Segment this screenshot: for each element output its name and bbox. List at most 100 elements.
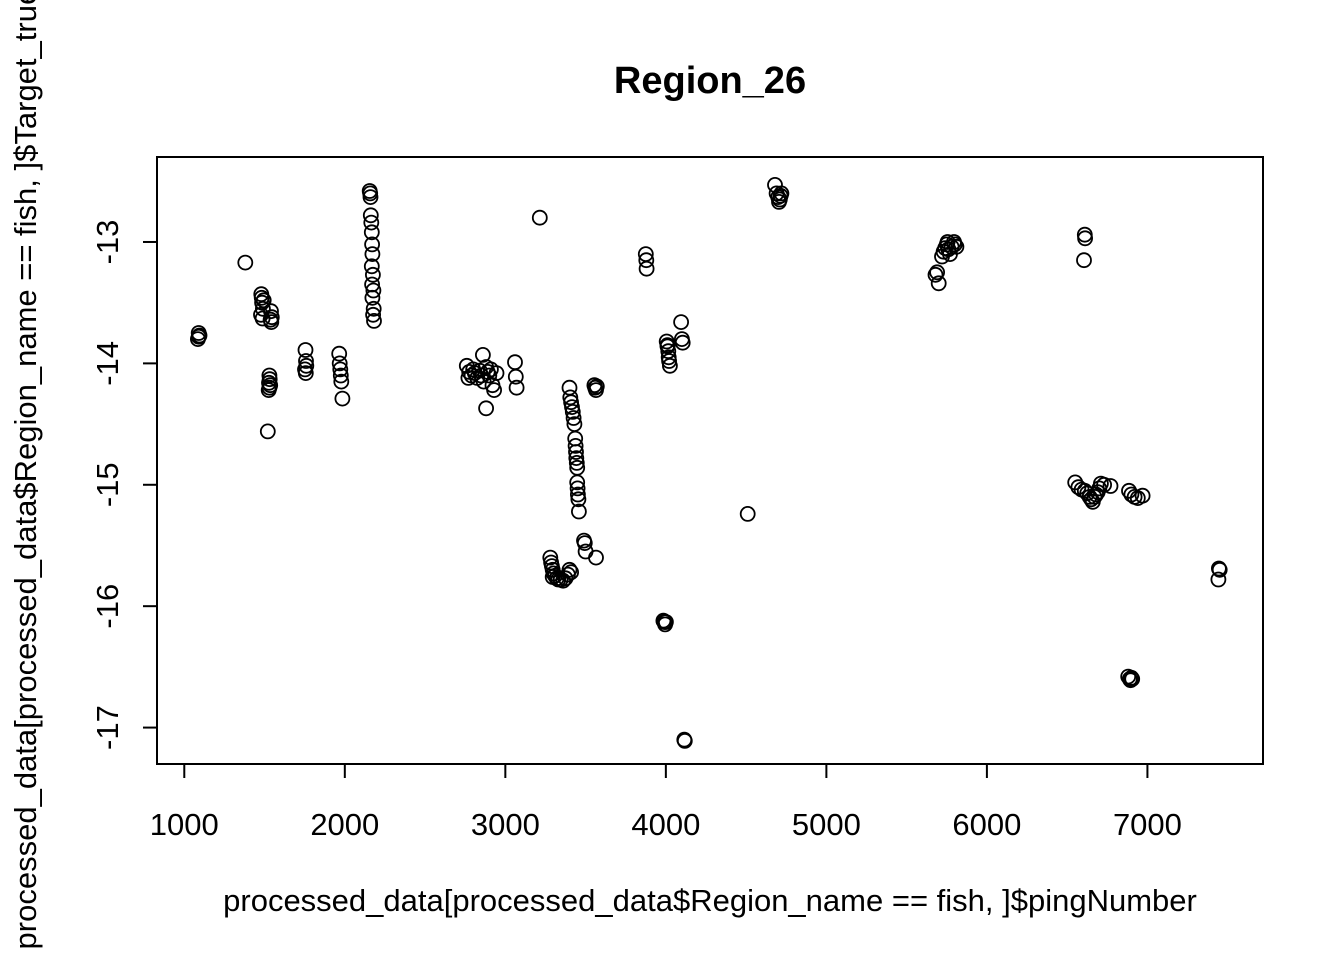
data-point (1210, 571, 1227, 588)
data-point (363, 214, 380, 231)
data-point (460, 369, 477, 386)
y-tick-label: -17 (90, 705, 125, 750)
x-tick-label: 5000 (792, 807, 861, 842)
data-point (567, 437, 584, 454)
data-point (364, 289, 381, 306)
data-point (588, 378, 605, 395)
data-point (1102, 478, 1119, 494)
data-point (332, 367, 349, 384)
data-point (1124, 671, 1141, 687)
data-point (363, 258, 380, 275)
data-point (1211, 561, 1228, 578)
data-point (930, 275, 947, 292)
data-point (488, 365, 505, 382)
data-point (568, 450, 585, 467)
data-point (362, 189, 379, 206)
data-point (255, 292, 272, 309)
data-point (588, 549, 604, 566)
data-point (638, 260, 655, 277)
data-point (507, 368, 524, 385)
y-tick-label: -15 (90, 462, 125, 507)
data-point (508, 379, 525, 396)
data-point (676, 733, 693, 749)
data-point (191, 327, 208, 344)
x-tick-label: 1000 (150, 807, 219, 842)
data-point (569, 459, 586, 476)
data-point (259, 423, 276, 440)
data-point (333, 373, 350, 390)
data-point (364, 246, 381, 263)
data-point (564, 403, 581, 420)
data-point (363, 224, 380, 241)
data-point (531, 209, 548, 226)
data-point (544, 569, 561, 585)
data-point (565, 410, 582, 426)
data-point (569, 480, 586, 497)
data-point (939, 234, 956, 250)
data-point (474, 346, 491, 363)
data-point (364, 236, 381, 253)
data-points (189, 176, 1228, 749)
data-point (332, 361, 349, 378)
x-axis-label: processed_data[processed_data$Region_nam… (223, 883, 1197, 918)
data-point (298, 353, 314, 369)
data-point (673, 314, 689, 331)
data-point (570, 486, 586, 503)
data-point (568, 454, 585, 471)
data-point (297, 342, 314, 358)
data-point (1076, 252, 1092, 269)
data-point (365, 306, 382, 323)
data-point (568, 444, 584, 460)
data-point (576, 535, 593, 551)
data-point (638, 252, 655, 269)
data-point (364, 266, 381, 283)
data-point (254, 294, 271, 311)
data-point (662, 357, 678, 374)
data-point (262, 311, 279, 328)
data-point (478, 400, 495, 417)
x-tick-label: 2000 (310, 807, 379, 842)
data-point (297, 365, 314, 382)
data-point (927, 266, 944, 283)
data-point (362, 207, 379, 224)
data-point (658, 614, 674, 630)
data-point (365, 300, 382, 317)
data-point (365, 282, 382, 299)
x-tick-label: 6000 (952, 807, 1021, 842)
y-tick-label: -14 (90, 341, 125, 386)
x-tick-label: 3000 (471, 807, 540, 842)
data-point (1096, 476, 1112, 493)
x-tick-label: 7000 (1113, 807, 1182, 842)
data-point (260, 382, 277, 399)
chart-title: Region_26 (614, 60, 806, 102)
data-point (946, 236, 963, 253)
data-point (334, 390, 351, 407)
data-point (561, 561, 578, 578)
data-point (563, 564, 579, 581)
data-point (481, 367, 498, 384)
y-tick-label: -16 (90, 584, 125, 629)
data-point (571, 503, 587, 520)
data-point (237, 254, 254, 271)
y-tick-label: -13 (90, 220, 125, 265)
x-axis-ticks: 1000 2000 3000 4000 5000 6000 7000 (150, 764, 1182, 842)
data-point (929, 264, 945, 281)
data-point (486, 382, 503, 399)
data-point (948, 238, 965, 255)
data-point (674, 334, 691, 351)
data-point (253, 289, 270, 306)
x-tick-label: 4000 (631, 807, 700, 842)
data-point (659, 337, 676, 354)
y-axis-ticks: -17 -16 -15 -14 -13 (90, 220, 157, 750)
data-point (570, 491, 587, 508)
plot-frame (156, 156, 1264, 765)
data-point (773, 185, 790, 202)
data-point (739, 506, 756, 522)
data-point (542, 549, 559, 566)
data-point (1077, 230, 1093, 247)
data-point (366, 312, 382, 329)
data-point (507, 354, 523, 371)
y-axis-label: processed_data[processed_data$Region_nam… (8, 0, 43, 949)
data-point (331, 345, 348, 362)
